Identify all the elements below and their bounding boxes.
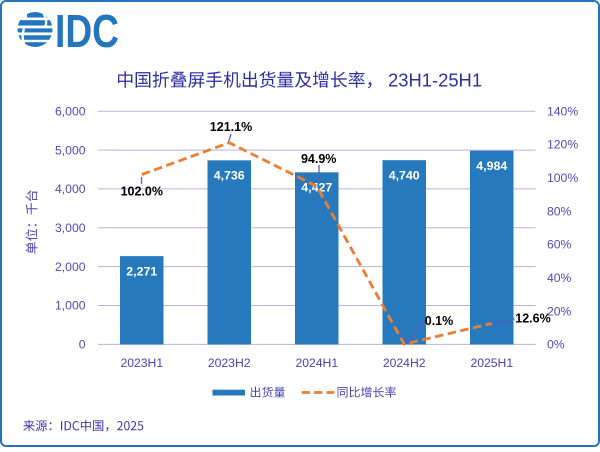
svg-text:0.1%: 0.1% [425, 314, 454, 328]
svg-text:12.6%: 12.6% [515, 311, 550, 325]
svg-text:20%: 20% [547, 304, 572, 318]
svg-text:80%: 80% [547, 204, 572, 218]
svg-text:40%: 40% [547, 271, 572, 285]
svg-text:100%: 100% [547, 171, 578, 185]
svg-text:2024H1: 2024H1 [295, 356, 338, 370]
svg-text:2023H2: 2023H2 [208, 356, 251, 370]
svg-text:0%: 0% [547, 338, 565, 352]
svg-text:4,984: 4,984 [476, 159, 507, 173]
svg-text:94.9%: 94.9% [301, 152, 336, 166]
svg-text:140%: 140% [547, 104, 578, 118]
svg-text:121.1%: 121.1% [210, 120, 252, 134]
svg-text:4,000: 4,000 [55, 182, 86, 196]
svg-text:5,000: 5,000 [55, 143, 86, 157]
svg-text:6,000: 6,000 [55, 104, 86, 118]
svg-text:2024H2: 2024H2 [383, 356, 426, 370]
svg-text:3,000: 3,000 [55, 221, 86, 235]
svg-text:120%: 120% [547, 138, 578, 152]
svg-text:2,000: 2,000 [55, 260, 86, 274]
svg-text:4,740: 4,740 [389, 169, 420, 183]
svg-text:0: 0 [79, 338, 86, 352]
svg-text:4,427: 4,427 [301, 181, 332, 195]
svg-text:2023H1: 2023H1 [120, 356, 163, 370]
svg-text:2025H1: 2025H1 [470, 356, 513, 370]
svg-text:4,736: 4,736 [214, 169, 245, 183]
svg-text:IDC: IDC [55, 5, 119, 57]
svg-text:23H1-25H1: 23H1-25H1 [388, 69, 482, 90]
svg-text:60%: 60% [547, 238, 572, 252]
svg-text:1,000: 1,000 [55, 299, 86, 313]
svg-text:102.0%: 102.0% [121, 185, 163, 199]
svg-text:2,271: 2,271 [126, 265, 157, 279]
